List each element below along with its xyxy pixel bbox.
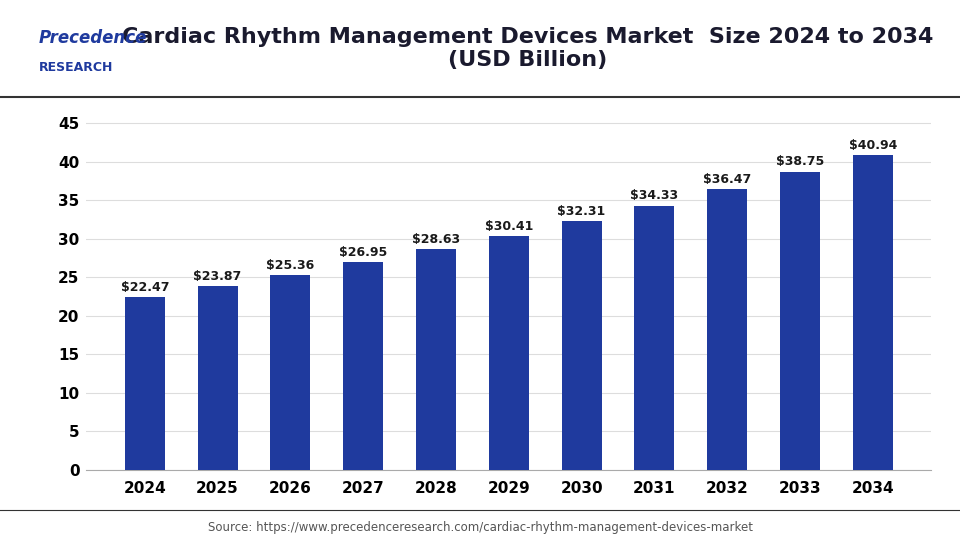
Text: RESEARCH: RESEARCH	[38, 61, 112, 74]
Bar	[343, 262, 383, 470]
Text: $26.95: $26.95	[339, 246, 387, 259]
Text: $40.94: $40.94	[849, 139, 897, 152]
Bar	[635, 206, 675, 470]
Bar	[271, 274, 310, 470]
Text: Source: https://www.precedenceresearch.com/cardiac-rhythm-management-devices-mar: Source: https://www.precedenceresearch.c…	[207, 521, 753, 534]
Bar	[562, 221, 602, 470]
Text: $23.87: $23.87	[194, 270, 242, 283]
Text: $30.41: $30.41	[485, 220, 533, 233]
Bar	[125, 297, 165, 470]
Text: $34.33: $34.33	[631, 190, 679, 202]
Text: $36.47: $36.47	[703, 173, 752, 186]
Text: $28.63: $28.63	[412, 233, 460, 246]
Text: $38.75: $38.75	[776, 156, 824, 168]
Text: Precedence: Precedence	[38, 29, 147, 47]
Text: $32.31: $32.31	[558, 205, 606, 218]
Bar	[780, 172, 820, 470]
Text: Cardiac Rhythm Management Devices Market  Size 2024 to 2034
(USD Billion): Cardiac Rhythm Management Devices Market…	[122, 27, 934, 70]
Bar	[198, 286, 238, 470]
Text: $22.47: $22.47	[121, 281, 169, 294]
Bar	[708, 189, 747, 470]
Text: $25.36: $25.36	[266, 259, 315, 272]
Bar	[416, 249, 456, 470]
Bar	[852, 154, 893, 470]
Bar	[489, 235, 529, 470]
